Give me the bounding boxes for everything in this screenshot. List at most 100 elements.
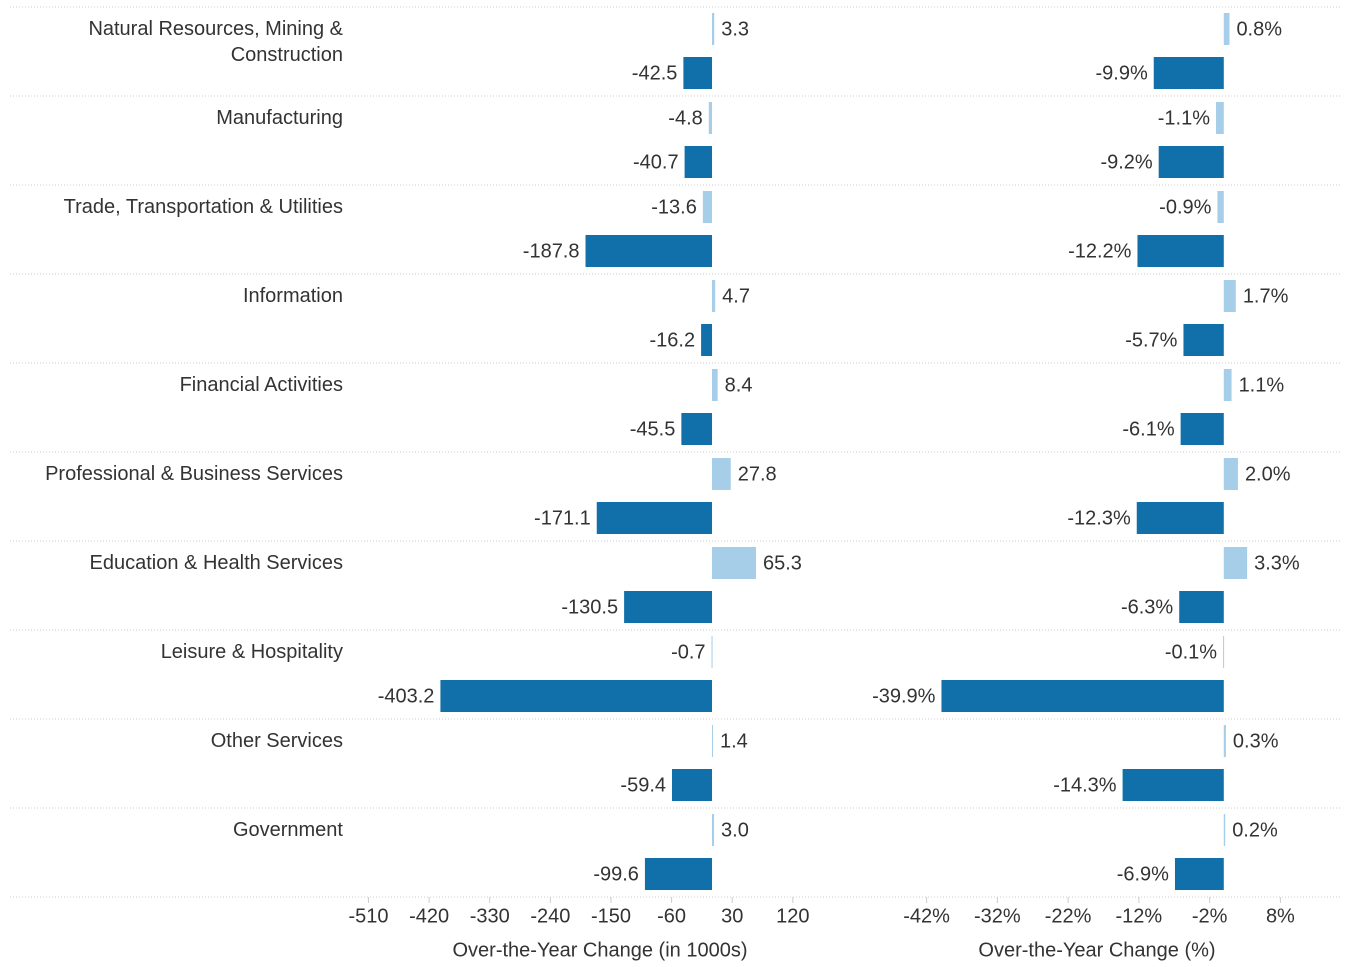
value-label: -1.1% xyxy=(1158,107,1210,129)
value-label: -9.9% xyxy=(1095,62,1147,84)
bar xyxy=(1223,814,1226,846)
bar xyxy=(1223,636,1225,668)
bar xyxy=(712,369,718,401)
value-label: 3.3% xyxy=(1254,552,1300,574)
value-label: -6.1% xyxy=(1122,418,1174,440)
bar xyxy=(712,814,715,846)
bar xyxy=(1223,13,1230,45)
bar xyxy=(712,13,715,45)
bar xyxy=(1217,191,1224,223)
x-tick-label: -420 xyxy=(409,905,449,927)
value-label: -6.3% xyxy=(1121,596,1173,618)
bar xyxy=(624,591,713,623)
x-tick-label: 8% xyxy=(1266,905,1295,927)
x-tick-label: -32% xyxy=(974,905,1021,927)
value-label: -5.7% xyxy=(1125,329,1177,351)
value-label: -9.2% xyxy=(1100,151,1152,173)
x-tick-label: 30 xyxy=(721,905,743,927)
category-label: Trade, Transportation & Utilities xyxy=(63,196,343,218)
value-label: -42.5 xyxy=(632,62,678,84)
bar xyxy=(712,547,757,579)
value-label: -0.9% xyxy=(1159,196,1211,218)
bar xyxy=(672,769,713,801)
value-label: -130.5 xyxy=(561,596,618,618)
bar xyxy=(941,680,1224,712)
value-label: -40.7 xyxy=(633,151,679,173)
bar xyxy=(712,725,714,757)
value-label: 1.7% xyxy=(1243,285,1289,307)
x-tick-label: -150 xyxy=(591,905,631,927)
value-label: -0.7 xyxy=(671,641,705,663)
category-label: Government xyxy=(232,819,343,841)
category-label: Natural Resources, Mining & Construction xyxy=(88,18,343,66)
x-tick-label: -12% xyxy=(1116,905,1163,927)
value-label: 0.8% xyxy=(1236,18,1282,40)
bar xyxy=(1216,102,1224,134)
value-label: -171.1 xyxy=(534,507,591,529)
category-label: Manufacturing xyxy=(216,107,343,129)
bar xyxy=(1223,458,1238,490)
x-tick-label: -60 xyxy=(657,905,686,927)
value-label: 65.3 xyxy=(763,552,802,574)
value-label: 0.3% xyxy=(1233,730,1279,752)
bar xyxy=(684,146,713,178)
value-label: 4.7 xyxy=(722,285,750,307)
bar xyxy=(1179,591,1224,623)
value-label: -403.2 xyxy=(378,685,435,707)
x-tick-label: -2% xyxy=(1192,905,1228,927)
bar xyxy=(1223,725,1226,757)
value-label: 27.8 xyxy=(738,463,777,485)
bar xyxy=(712,458,731,490)
category-label: Education & Health Services xyxy=(89,552,343,574)
x-tick-label: 120 xyxy=(776,905,809,927)
bar xyxy=(702,191,713,223)
bar xyxy=(681,413,713,445)
value-label: 2.0% xyxy=(1245,463,1291,485)
value-label: -16.2 xyxy=(650,329,696,351)
bar xyxy=(708,102,713,134)
x-axis-label: Over-the-Year Change (%) xyxy=(978,939,1215,961)
category-label: Leisure & Hospitality xyxy=(160,641,343,663)
bar xyxy=(1174,858,1224,890)
bar xyxy=(711,636,713,668)
bar xyxy=(1153,57,1224,89)
bar xyxy=(440,680,713,712)
value-label: 3.3 xyxy=(721,18,749,40)
bar xyxy=(712,280,716,312)
value-label: -4.8 xyxy=(668,107,702,129)
value-label: 3.0 xyxy=(721,819,749,841)
bar xyxy=(701,324,713,356)
bar xyxy=(596,502,713,534)
x-tick-label: -22% xyxy=(1045,905,1092,927)
value-label: -99.6 xyxy=(593,863,639,885)
value-label: -187.8 xyxy=(523,240,580,262)
bar xyxy=(1223,547,1248,579)
bar xyxy=(1137,235,1224,267)
value-label: -45.5 xyxy=(630,418,676,440)
category-label: Professional & Business Services xyxy=(45,463,343,485)
category-label: Information xyxy=(242,285,343,307)
bar xyxy=(1122,769,1224,801)
x-tick-label: -42% xyxy=(903,905,950,927)
x-tick-label: -510 xyxy=(348,905,388,927)
x-axis-label: Over-the-Year Change (in 1000s) xyxy=(453,939,748,961)
value-label: -59.4 xyxy=(620,774,666,796)
bar xyxy=(1223,280,1236,312)
bar xyxy=(1183,324,1224,356)
x-tick-label: -240 xyxy=(530,905,570,927)
value-label: 0.2% xyxy=(1232,819,1278,841)
bar xyxy=(683,57,713,89)
bar xyxy=(644,858,713,890)
x-tick-label: -330 xyxy=(470,905,510,927)
category-label: Other Services xyxy=(210,730,343,752)
value-label: 1.1% xyxy=(1239,374,1285,396)
value-label: -12.3% xyxy=(1067,507,1131,529)
value-label: 8.4 xyxy=(725,374,753,396)
bar xyxy=(585,235,713,267)
value-label: -13.6 xyxy=(651,196,697,218)
value-label: -14.3% xyxy=(1053,774,1117,796)
bar xyxy=(1223,369,1232,401)
value-label: -0.1% xyxy=(1165,641,1217,663)
